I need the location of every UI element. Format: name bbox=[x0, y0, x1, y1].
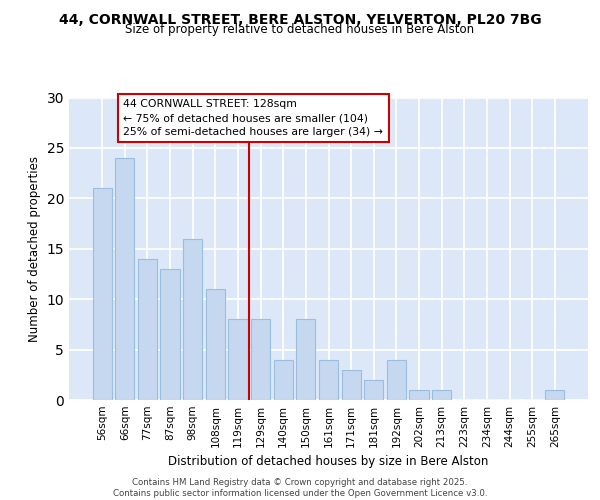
Bar bbox=[206, 289, 225, 400]
Bar bbox=[319, 360, 338, 400]
Text: 44 CORNWALL STREET: 128sqm
← 75% of detached houses are smaller (104)
25% of sem: 44 CORNWALL STREET: 128sqm ← 75% of deta… bbox=[124, 99, 383, 137]
Bar bbox=[160, 269, 180, 400]
Bar bbox=[92, 188, 112, 400]
X-axis label: Distribution of detached houses by size in Bere Alston: Distribution of detached houses by size … bbox=[169, 456, 488, 468]
Text: Contains HM Land Registry data © Crown copyright and database right 2025.
Contai: Contains HM Land Registry data © Crown c… bbox=[113, 478, 487, 498]
Bar bbox=[364, 380, 383, 400]
Bar bbox=[432, 390, 451, 400]
Bar bbox=[296, 320, 316, 400]
Bar bbox=[183, 238, 202, 400]
Text: Size of property relative to detached houses in Bere Alston: Size of property relative to detached ho… bbox=[125, 24, 475, 36]
Bar bbox=[409, 390, 428, 400]
Bar bbox=[341, 370, 361, 400]
Bar bbox=[545, 390, 565, 400]
Bar bbox=[387, 360, 406, 400]
Bar bbox=[115, 158, 134, 400]
Bar bbox=[251, 320, 270, 400]
Text: 44, CORNWALL STREET, BERE ALSTON, YELVERTON, PL20 7BG: 44, CORNWALL STREET, BERE ALSTON, YELVER… bbox=[59, 12, 541, 26]
Bar bbox=[274, 360, 293, 400]
Bar bbox=[138, 259, 157, 400]
Bar bbox=[229, 320, 248, 400]
Y-axis label: Number of detached properties: Number of detached properties bbox=[28, 156, 41, 342]
